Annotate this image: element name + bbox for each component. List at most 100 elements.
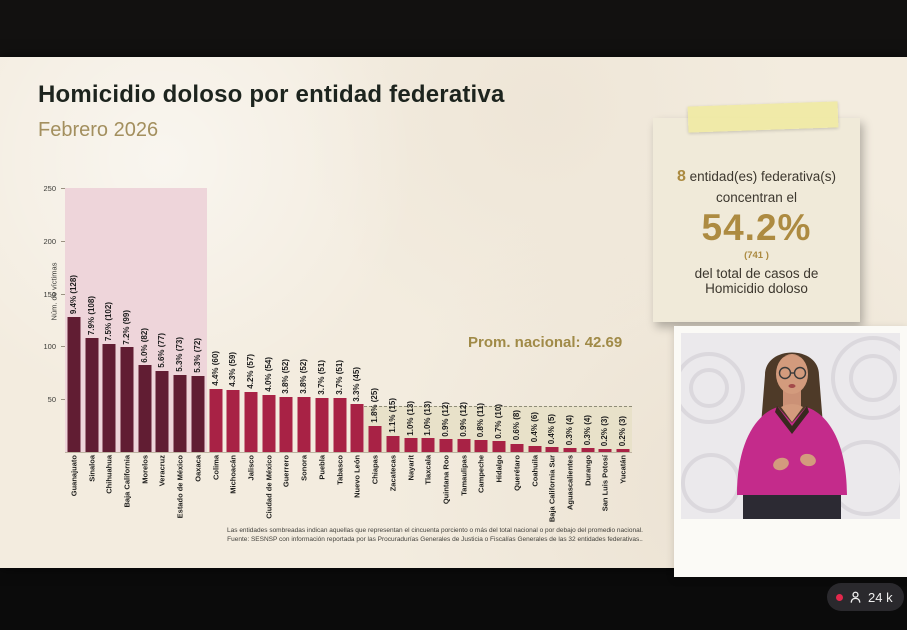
x-axis-line: [65, 452, 632, 453]
bar-slot: 3.7% (51): [331, 188, 349, 452]
state-label: Ciudad de México: [264, 455, 274, 519]
state-label: Zacatecas: [388, 455, 398, 492]
bar-slot: 5.6% (77): [154, 188, 172, 452]
bar-slot: 7.9% (108): [83, 188, 101, 452]
bar-value-label: 0.2% (3): [618, 415, 628, 446]
bar-slot: 4.3% (59): [224, 188, 242, 452]
bar-slot: 3.3% (45): [349, 188, 367, 452]
bar-Jalisco: [244, 391, 258, 452]
bar-Tamaulipas: [457, 439, 471, 452]
bar-San Luis Potosí: [598, 448, 612, 452]
bar-Ciudad de México: [262, 394, 276, 452]
state-label: Nayarit: [406, 455, 416, 481]
y-tick-label: 50: [47, 395, 56, 405]
bar-slot: 4.2% (57): [242, 188, 260, 452]
bar-Baja California: [120, 347, 134, 452]
state-label: Tamaulipas: [459, 455, 469, 496]
bar-slot: 0.7% (10): [490, 188, 508, 452]
bar-Sonora: [297, 397, 311, 452]
bar-slot: 0.9% (12): [455, 188, 473, 452]
bar-slot: 7.5% (102): [100, 188, 118, 452]
state-label: Morelos: [140, 455, 150, 484]
footnote: Las entidades sombreadas indican aquella…: [160, 527, 710, 544]
bar-Nuevo León: [350, 404, 364, 452]
bar-slot: 3.8% (52): [278, 188, 296, 452]
bar-value-label: 9.4% (128): [68, 274, 78, 314]
y-tick-mark: [61, 188, 65, 189]
bar-value-label: 7.2% (99): [122, 309, 132, 345]
state-label: Yucatán: [618, 455, 628, 484]
note-total-cases-value: (741 ): [744, 250, 769, 261]
bar-value-label: 0.7% (10): [494, 403, 504, 439]
note-big-percent: 54.2%: [701, 207, 812, 248]
y-tick-mark: [61, 240, 65, 242]
bar-Oaxaca: [191, 375, 205, 452]
state-label: Quintana Roo: [441, 455, 451, 505]
y-tick-mark: [61, 399, 65, 401]
bar-Durango: [581, 447, 595, 452]
letterbox-top: [0, 0, 907, 57]
bar-slot: 0.6% (8): [508, 188, 526, 452]
state-label: Baja California: [122, 455, 132, 508]
bar-value-label: 0.3% (4): [564, 414, 574, 445]
bar-value-label: 1.0% (13): [405, 400, 415, 436]
page-subtitle: Febrero 2026: [38, 119, 159, 141]
state-label: Querétaro: [512, 455, 522, 491]
summary-note-card: 8 entidad(es) federativa(s) concentran e…: [653, 118, 860, 322]
sign-language-interpreter-video: [674, 326, 907, 577]
bar-Aguascalientes: [563, 447, 577, 452]
bar-value-label: 0.9% (12): [458, 401, 468, 437]
bar-value-label: 4.3% (59): [228, 352, 238, 387]
bar-value-label: 4.0% (54): [263, 357, 273, 392]
footnote-line2: Fuente: SESNSP con información reportada…: [227, 535, 643, 543]
note-entities-line: 8 entidad(es) federativa(s): [653, 168, 860, 186]
state-label: Michoacán: [228, 455, 238, 494]
viewer-count: 24 k: [868, 589, 893, 605]
state-label: San Luis Potosí: [600, 455, 610, 512]
state-label: Guerrero: [281, 455, 291, 488]
bar-Puebla: [315, 398, 329, 452]
bar-Baja California Sur: [545, 446, 559, 452]
note-entities-text: entidad(es) federativa(s): [685, 169, 836, 184]
state-label: Durango: [583, 455, 593, 486]
bar-slot: 7.2% (99): [118, 188, 136, 452]
bar-Morelos: [138, 365, 152, 452]
bar-Tabasco: [333, 398, 347, 452]
presentation-slide: Homicidio doloso por entidad federativa …: [0, 57, 907, 577]
bar-value-label: 3.7% (51): [316, 360, 326, 396]
live-dot-icon: [836, 593, 843, 601]
state-label: Aguascalientes: [565, 455, 575, 511]
bar-value-label: 5.6% (77): [157, 333, 167, 368]
bar-slot: 1.0% (13): [402, 188, 420, 452]
bar-Yucatán: [616, 448, 630, 452]
bar-slot: 6.0% (82): [136, 188, 154, 452]
homicide-bar-chart: Núm. de víctimas 50 100 150 200 250 9.4% (12…: [0, 57, 660, 568]
masking-tape-decoration: [687, 101, 839, 133]
bar-Quintana Roo: [439, 439, 453, 452]
bar-value-label: 0.4% (5): [547, 413, 557, 444]
bar-slot: 5.3% (73): [171, 188, 189, 452]
note-homicidio-line: Homicidio doloso: [705, 281, 808, 296]
bar-slot: 0.4% (5): [543, 188, 561, 452]
state-label: Coahuila: [530, 455, 540, 487]
bar-slot: 1.1% (15): [384, 188, 402, 452]
bar-Campeche: [474, 440, 488, 452]
bar-value-label: 0.3% (4): [582, 414, 592, 445]
bar-slot: 0.4% (6): [526, 188, 544, 452]
note-concentran-line: concentran el: [715, 190, 798, 205]
bar-Colima: [209, 388, 223, 452]
bar-Chiapas: [368, 425, 382, 452]
bar-value-label: 1.0% (13): [423, 400, 433, 436]
state-label: Colima: [211, 455, 221, 481]
y-tick-label: 100: [43, 342, 56, 352]
state-label: Baja California Sur: [547, 455, 557, 523]
bar-slot: 1.8% (25): [366, 188, 384, 452]
footnote-line1: Las entidades sombreadas indican aquella…: [227, 527, 643, 534]
bar-Michoacán: [226, 389, 240, 452]
bar-slot: 0.3% (4): [579, 188, 597, 452]
bar-value-label: 3.3% (45): [352, 366, 362, 402]
note-entity-count: 8: [677, 168, 686, 185]
bar-slot: 3.8% (52): [295, 188, 313, 452]
bar-slot: 3.7% (51): [313, 188, 331, 452]
bar-Nayarit: [404, 438, 418, 452]
